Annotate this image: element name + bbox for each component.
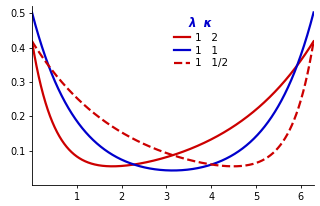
1   2 bbox=[306, 49, 310, 51]
1   1/2 bbox=[79, 101, 83, 103]
1   2 bbox=[276, 88, 280, 90]
1   1 bbox=[171, 169, 175, 172]
Line: 1   1: 1 1 bbox=[32, 12, 314, 171]
1   1/2 bbox=[312, 40, 316, 43]
1   2 bbox=[30, 40, 34, 43]
Line: 1   1/2: 1 1/2 bbox=[32, 41, 314, 166]
1   1 bbox=[276, 106, 280, 108]
1   1/2 bbox=[62, 83, 66, 86]
Line: 1   2: 1 2 bbox=[32, 41, 314, 166]
1   1 bbox=[150, 168, 154, 170]
1   1 bbox=[138, 165, 142, 167]
1   1 bbox=[306, 31, 310, 33]
1   1 bbox=[30, 11, 34, 14]
1   2 bbox=[62, 142, 66, 145]
1   1/2 bbox=[276, 147, 280, 149]
1   2 bbox=[312, 40, 316, 43]
1   1 bbox=[62, 99, 66, 102]
1   1 bbox=[79, 125, 83, 128]
1   2 bbox=[138, 162, 142, 165]
1   2 bbox=[79, 158, 83, 160]
1   1 bbox=[312, 11, 316, 14]
1   1/2 bbox=[150, 146, 154, 149]
1   2 bbox=[110, 165, 114, 167]
1   1/2 bbox=[306, 69, 310, 72]
Legend: 1   2, 1   1, 1   1/2: 1 2, 1 1, 1 1/2 bbox=[170, 13, 232, 72]
1   1/2 bbox=[231, 165, 235, 167]
1   2 bbox=[150, 160, 154, 162]
1   1/2 bbox=[30, 40, 34, 43]
1   1/2 bbox=[138, 141, 142, 143]
